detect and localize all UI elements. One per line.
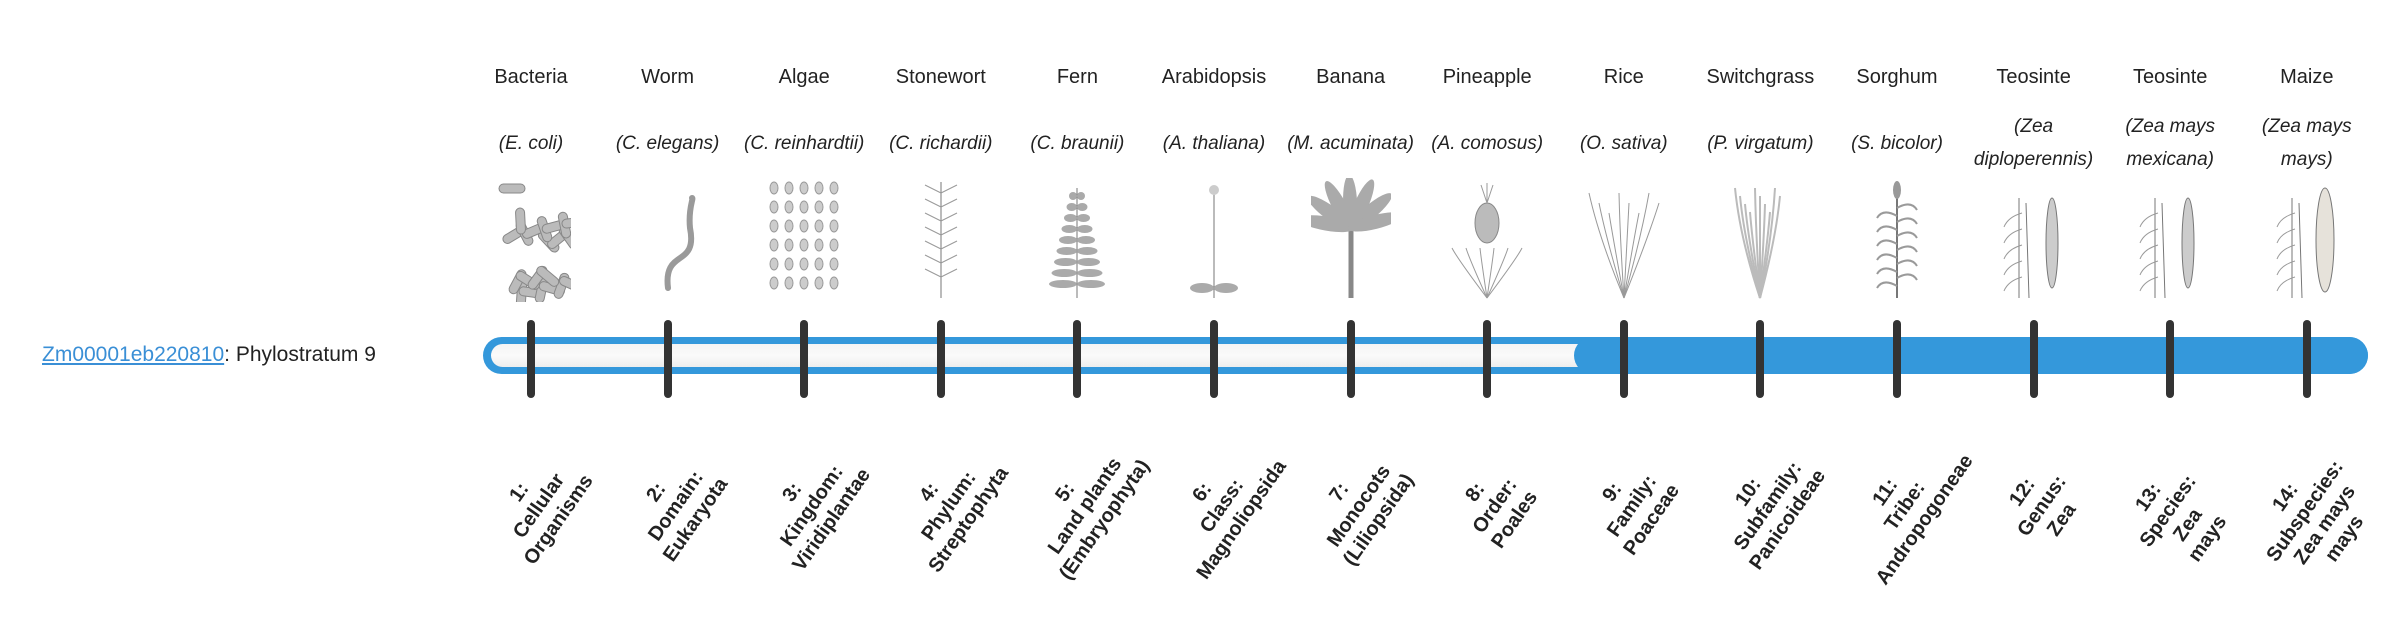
scientific-name: (C. braunii) (1005, 108, 1149, 178)
bar-fill (1573, 337, 2368, 374)
gene-label: Zm00001eb220810: Phylostratum 9 (42, 340, 376, 370)
common-name: Banana (1316, 66, 1386, 88)
scientific-name-text: (C. elegans) (615, 132, 720, 154)
stratum-tick (1893, 320, 1901, 398)
scientific-name-text: (C. braunii) (1030, 132, 1125, 154)
scientific-name-text: (Zea diploperennis) (1973, 116, 2094, 170)
scientific-name-text: (O. sativa) (1579, 132, 1668, 154)
pineapple-icon (1447, 178, 1527, 302)
bar-track (491, 344, 1592, 367)
stratum-tick (1346, 320, 1355, 398)
scientific-name: (C. elegans) (596, 108, 740, 178)
rice-icon (1584, 178, 1664, 302)
worm-icon (628, 178, 708, 302)
stratum-label: 9: Family: Poaceae (1545, 403, 1719, 608)
scientific-name: (P. virgatum) (1688, 108, 1832, 178)
scientific-name: (C. richardii) (869, 108, 1013, 178)
scientific-name: (E. coli) (459, 108, 603, 178)
scientific-name: (C. reinhardtii) (732, 108, 876, 178)
stratum-label: 8: Order: Poales (1408, 403, 1582, 608)
sorghum-icon (1857, 178, 1937, 302)
stratum-tick (2166, 320, 2175, 398)
common-name: Switchgrass (1706, 66, 1815, 88)
scientific-name-text: (M. acuminata) (1287, 132, 1414, 154)
stratum-label: 2: Domain: Eukaryota (589, 403, 763, 608)
stratum-tick (800, 320, 809, 398)
switchgrass-icon (1720, 178, 1800, 302)
bacteria-icon (491, 178, 589, 308)
stratum-tick (663, 320, 672, 398)
teosinte-icon (2130, 178, 2210, 302)
scientific-name: (Zea diploperennis) (1962, 108, 2106, 178)
stratum-tick (1756, 320, 1765, 398)
stratum-label: 10: Subfamily: Panicoideae (1682, 403, 1856, 608)
scientific-name-text: (S. bicolor) (1851, 132, 1943, 154)
scientific-name-text: (Zea mays mexicana) (2125, 116, 2216, 170)
scientific-name-text: (C. richardii) (889, 132, 993, 154)
common-name: Bacteria (494, 66, 568, 88)
scientific-name: (O. sativa) (1552, 108, 1696, 178)
banana-icon (1298, 175, 1403, 302)
stratum-label: 11: Tribe: Andropogoneae (1818, 403, 1992, 608)
common-name: Maize (2280, 66, 2334, 88)
phylostratum-text: : Phylostratum 9 (224, 343, 376, 366)
fern-icon (1037, 178, 1117, 302)
stratum-label: 6: Class: Magnoliopsida (1135, 403, 1309, 608)
scientific-name-text: (E. coli) (498, 132, 564, 154)
scientific-name-text: (A. comosus) (1431, 132, 1544, 154)
stratum-tick (1483, 320, 1492, 398)
phylostratum-bar (483, 337, 2368, 374)
stratum-tick (2029, 320, 2038, 398)
algae-icon (764, 178, 844, 302)
common-name: Fern (1056, 66, 1098, 88)
stratum-tick (1619, 320, 1628, 398)
common-name: Worm (641, 66, 695, 88)
common-name: Arabidopsis (1161, 66, 1267, 88)
scientific-name: (A. thaliana) (1142, 108, 1286, 178)
stratum-tick (936, 320, 945, 398)
stratum-tick (1073, 320, 1082, 398)
scientific-name-text: (P. virgatum) (1707, 132, 1814, 154)
scientific-name: (Zea mays mexicana) (2098, 108, 2242, 178)
common-name: Stonewort (895, 66, 986, 88)
arabidopsis-icon (1174, 178, 1254, 302)
scientific-name-text: (C. reinhardtii) (744, 132, 865, 154)
stratum-label: 5: Land plants (Embryophyta) (999, 403, 1173, 608)
stratum-tick (527, 320, 535, 398)
common-name: Teosinte (2132, 66, 2208, 88)
stonewort-icon (901, 178, 981, 302)
common-name: Sorghum (1856, 66, 1938, 88)
stratum-label: 3: Kingdom: Viridiplantae (725, 403, 899, 608)
common-name: Algae (778, 66, 830, 88)
scientific-name-text: (Zea mays mays) (2261, 116, 2352, 170)
stratum-label: 7: Monocots (Liliopsida) (1272, 403, 1446, 608)
stratum-label: 14: Subspecies: Zea mays mays (2218, 409, 2400, 627)
scientific-name: (S. bicolor) (1825, 108, 1969, 178)
gene-id-link[interactable]: Zm00001eb220810 (42, 343, 225, 366)
scientific-name-text: (A. thaliana) (1162, 132, 1266, 154)
common-name: Rice (1603, 66, 1644, 88)
maize-icon (2267, 178, 2347, 302)
stratum-label: 1: Cellular Organisms (452, 403, 626, 608)
scientific-name: (Zea mays mays) (2235, 108, 2379, 178)
scientific-name: (A. comosus) (1415, 108, 1559, 178)
common-name: Teosinte (1996, 66, 2071, 88)
common-name: Pineapple (1442, 66, 1532, 88)
stratum-label: 4: Phylum: Streptophyta (862, 403, 1036, 608)
stratum-tick (2302, 320, 2311, 398)
stratum-tick (1210, 320, 1218, 398)
scientific-name: (M. acuminata) (1279, 108, 1423, 178)
teosinte-icon (1994, 178, 2074, 302)
